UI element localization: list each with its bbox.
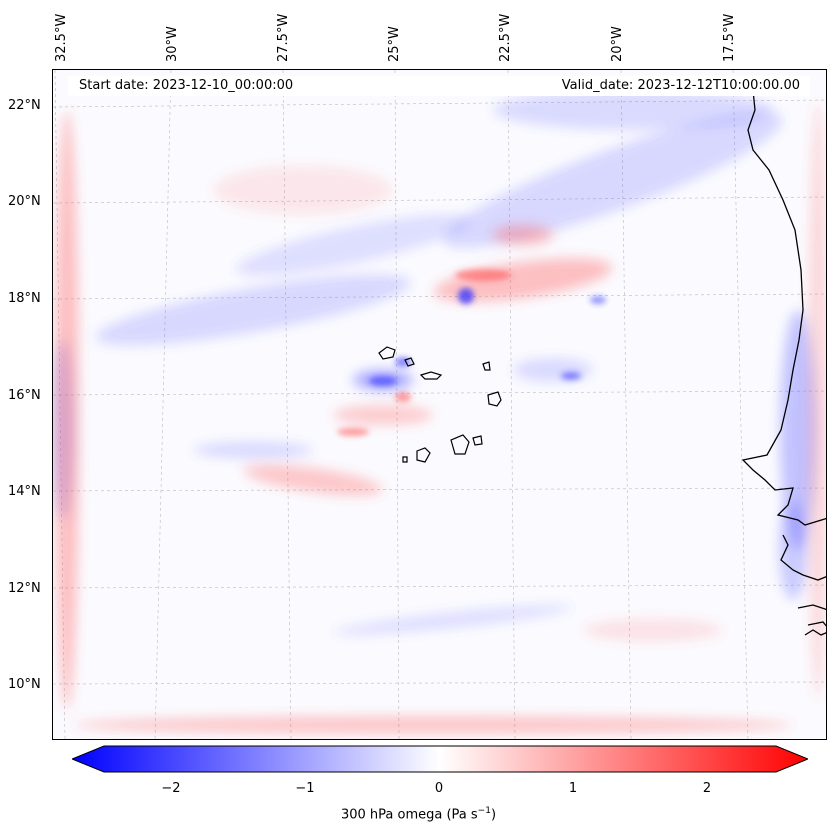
lon-label: 20°W xyxy=(610,26,625,62)
colorbar-gradient xyxy=(72,745,808,773)
start-date-text: Start date: 2023-12-10_00:00:00 xyxy=(79,78,294,93)
omega-field-map xyxy=(53,70,826,739)
lat-label: 14°N xyxy=(8,484,41,499)
colorbar-tick: 1 xyxy=(568,781,578,796)
lat-label: 22°N xyxy=(8,98,41,113)
omega-red-areas xyxy=(55,100,826,734)
lon-label: 22.5°W xyxy=(498,13,513,62)
lat-label: 20°N xyxy=(8,194,41,209)
lon-label: 32.5°W xyxy=(54,13,69,62)
colorbar xyxy=(72,745,808,773)
colorbar-tick: 0 xyxy=(434,781,444,796)
omega-blue-areas xyxy=(53,90,816,635)
lat-label: 16°N xyxy=(8,388,41,403)
lat-label: 12°N xyxy=(8,581,41,596)
lat-label: 18°N xyxy=(8,291,41,306)
lon-label: 17.5°W xyxy=(722,13,737,62)
colorbar-tick: −2 xyxy=(161,781,181,796)
colorbar-tick: −1 xyxy=(295,781,315,796)
lon-label: 30°W xyxy=(165,26,180,62)
lon-label: 27.5°W xyxy=(276,13,291,62)
date-info-box xyxy=(68,76,810,96)
coastline xyxy=(741,89,826,636)
lat-label: 10°N xyxy=(8,677,41,692)
colorbar-tick: 2 xyxy=(702,781,712,796)
cape-verde-islands xyxy=(378,346,502,463)
colorbar-label: 300 hPa omega (Pa s−1) xyxy=(340,806,497,823)
lon-label: 25°W xyxy=(387,26,402,62)
omega-strong-cells xyxy=(337,269,606,436)
valid-date-text: Valid_date: 2023-12-12T10:00:00.00 xyxy=(561,78,800,93)
map-panel xyxy=(52,69,827,740)
